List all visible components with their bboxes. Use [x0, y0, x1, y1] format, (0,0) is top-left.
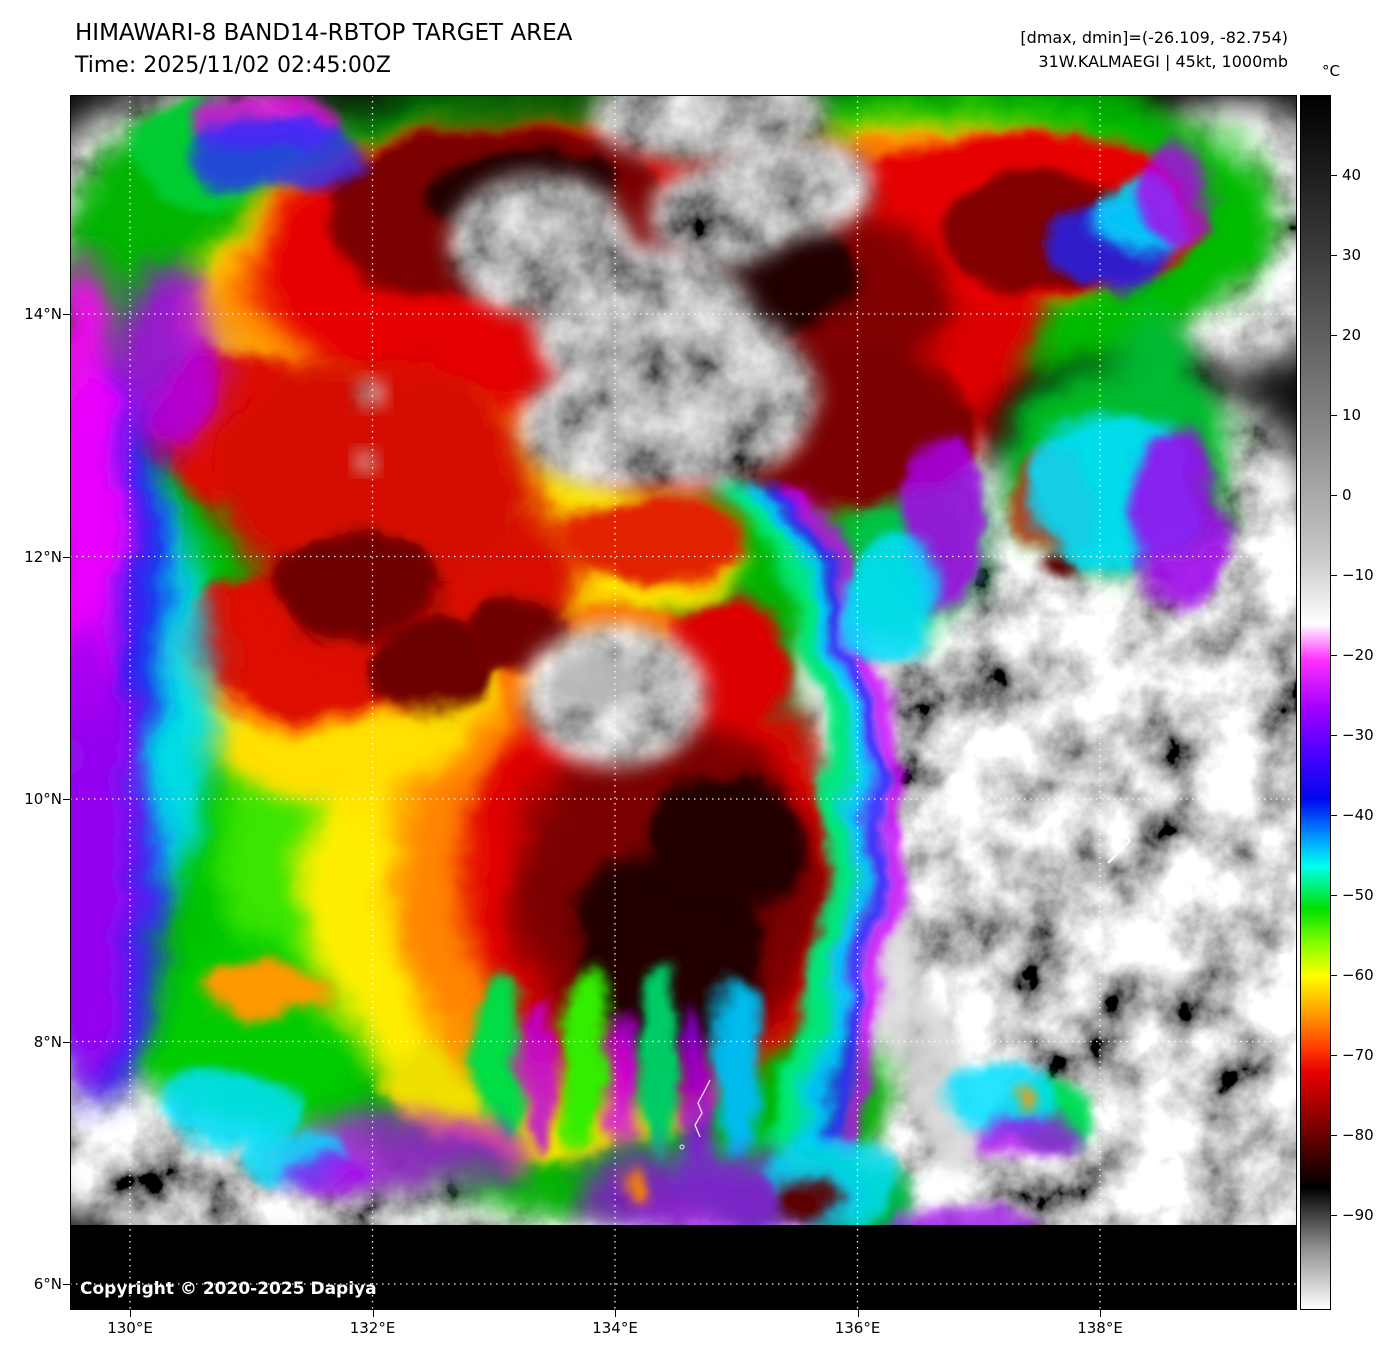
colorbar-tick-mark — [1331, 575, 1337, 576]
lat-axis-label: 10°N — [24, 790, 62, 808]
lon-tick-mark — [1100, 1310, 1101, 1317]
colorbar-tick-label: −90 — [1342, 1206, 1374, 1224]
figure-title: HIMAWARI-8 BAND14-RBTOP TARGET AREA — [75, 20, 573, 46]
lon-axis-label: 138°E — [1077, 1319, 1123, 1337]
colorbar-tick-mark — [1331, 175, 1337, 176]
lon-tick-mark — [372, 1310, 374, 1317]
lat-tick-mark — [63, 1041, 70, 1043]
coastline — [679, 1079, 711, 1150]
colorbar-tick-label: −70 — [1342, 1046, 1374, 1064]
satellite-map-panel: Copyright © 2020-2025 Dapiya — [70, 95, 1297, 1310]
colorbar-tick-label: 20 — [1342, 326, 1362, 344]
colorbar-tick-label: 0 — [1342, 486, 1352, 504]
lon-tick-mark — [615, 1310, 616, 1317]
lon-axis-label: 132°E — [349, 1319, 396, 1337]
colorbar-gradient — [1300, 95, 1331, 1310]
colorbar-tick-label: −30 — [1342, 726, 1374, 744]
gridlines — [70, 95, 1297, 1310]
lat-axis-label: 14°N — [24, 305, 62, 323]
colorbar-tick-label: −80 — [1342, 1126, 1374, 1144]
colorbar-tick-label: 10 — [1342, 406, 1362, 424]
colorbar-tick-mark — [1331, 255, 1337, 256]
lat-tick-mark — [63, 314, 70, 315]
colorbar-tick-label: −10 — [1342, 566, 1374, 584]
colorbar-tick-mark — [1331, 655, 1337, 656]
lat-axis-label: 12°N — [24, 547, 62, 566]
colorbar-tick-mark — [1331, 1055, 1337, 1056]
lat-tick-mark — [63, 1284, 70, 1285]
colorbar-tick-mark — [1331, 415, 1337, 416]
lon-axis-label: 130°E — [107, 1319, 153, 1337]
lat-tick-mark — [63, 556, 70, 558]
colorbar-tick-mark — [1331, 815, 1337, 816]
colorbar-tick-label: 40 — [1342, 166, 1362, 184]
lon-axis-label: 136°E — [834, 1319, 881, 1337]
colorbar-tick-label: −50 — [1342, 886, 1374, 904]
colorbar-tick-mark — [1331, 895, 1337, 896]
lon-axis-label: 134°E — [592, 1319, 638, 1337]
lat-axis-label: 6°N — [33, 1275, 62, 1293]
lat-tick-mark — [63, 799, 70, 800]
colorbar-tick-mark — [1331, 735, 1337, 736]
colorbar-tick-mark — [1331, 495, 1337, 496]
storm-info: 31W.KALMAEGI | 45kt, 1000mb — [1038, 52, 1288, 71]
figure-timestamp: Time: 2025/11/02 02:45:00Z — [75, 53, 391, 78]
colorbar-tick-label: 30 — [1342, 246, 1362, 264]
colorbar-tick-label: −20 — [1342, 646, 1374, 664]
colorbar-tick-label: −60 — [1342, 966, 1374, 984]
satellite-image — [70, 95, 1297, 1310]
lon-tick-mark — [857, 1310, 859, 1317]
colorbar-tick-mark — [1331, 1135, 1337, 1136]
colorbar-tick-mark — [1331, 335, 1337, 336]
colorbar-unit-label: °C — [1322, 62, 1340, 80]
dmax-dmin-readout: [dmax, dmin]=(-26.109, -82.754) — [1020, 28, 1288, 47]
lat-axis-label: 8°N — [33, 1032, 62, 1051]
colorbar-tick-label: −40 — [1342, 806, 1374, 824]
colorbar-tick-mark — [1331, 1215, 1337, 1216]
wind-barb-icon — [1107, 832, 1131, 864]
copyright-label: Copyright © 2020-2025 Dapiya — [80, 1279, 377, 1299]
bottom-black-strip — [70, 1225, 1297, 1310]
overshooting-tops-layer — [356, 95, 874, 489]
colorbar-tick-mark — [1331, 975, 1337, 976]
lon-tick-mark — [130, 1310, 131, 1317]
